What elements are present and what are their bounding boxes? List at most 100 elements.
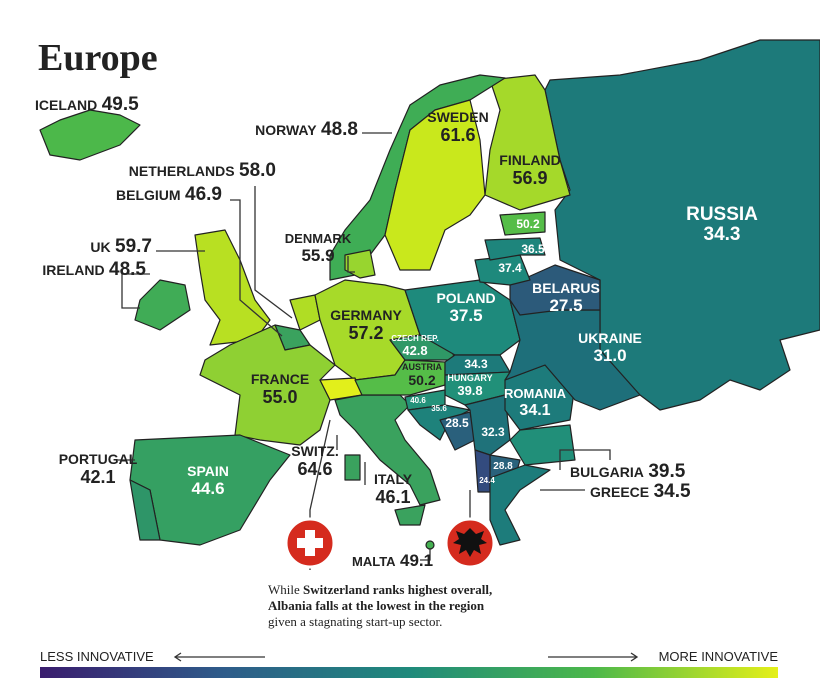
country: [499, 211, 546, 236]
country-name: PORTUGAL: [59, 451, 138, 467]
country: [344, 249, 376, 279]
country: [394, 504, 426, 526]
country-name: MALTA: [352, 554, 396, 569]
country-name: DENMARK: [285, 231, 352, 246]
country-name: SWEDEN: [427, 109, 488, 125]
annotation-bold: Switzerland ranks highest overall,: [303, 582, 492, 597]
country-value: 46.1: [375, 487, 410, 507]
country-value: 57.2: [348, 323, 383, 343]
country-name: SWITZ.: [291, 443, 338, 459]
annotation-bold: Albania falls at the lowest in the regio…: [268, 598, 485, 613]
leader-lines: [118, 132, 611, 570]
country-value: 64.6: [297, 459, 332, 479]
country-value: 28.5: [445, 416, 469, 430]
albania-eagle: [453, 528, 487, 557]
country-name: ITALY: [374, 471, 413, 487]
country-name: ROMANIA: [504, 386, 567, 401]
legend-gradient: [40, 667, 778, 678]
country: [344, 454, 361, 481]
country-name: CZECH REP.: [391, 334, 438, 343]
country-name: FINLAND: [499, 152, 560, 168]
annotation-lead: While: [268, 582, 300, 597]
country-value: 55.0: [262, 387, 297, 407]
legend-arrow: [548, 652, 639, 662]
country-value: 28.8: [493, 461, 513, 472]
country-value: 59.7: [115, 236, 152, 257]
title: Europe: [38, 37, 158, 79]
country-value: 37.5: [449, 306, 482, 325]
country-value: 34.3: [464, 357, 488, 371]
country: [425, 540, 435, 550]
country: [194, 229, 271, 346]
country: [404, 279, 521, 356]
country-name: BELARUS: [532, 280, 600, 296]
country-name: FRANCE: [251, 371, 309, 387]
country-value: 48.5: [109, 259, 146, 280]
country: [484, 74, 571, 211]
country: [544, 39, 820, 411]
country-value: 55.9: [301, 246, 334, 265]
country-value: 39.5: [648, 461, 685, 482]
country-value: 35.6: [431, 404, 447, 413]
country-value: 50.2: [408, 372, 435, 388]
country: [129, 479, 161, 541]
country-value: 46.9: [185, 184, 222, 205]
country-value: 27.5: [549, 296, 582, 315]
country: [489, 464, 551, 546]
country-value: 24.4: [479, 476, 495, 485]
country-value: 40.6: [410, 396, 426, 405]
country-value: 49.1: [400, 551, 433, 570]
annotation: While Switzerland ranks highest overall,: [268, 582, 492, 597]
country-value: 48.8: [321, 119, 358, 140]
annotation-tail: given a stagnating start-up sector.: [268, 614, 442, 629]
country-name: UK: [90, 239, 110, 255]
legend-more: MORE INNOVATIVE: [659, 649, 779, 664]
country-name: BULGARIA: [570, 464, 644, 480]
country-value: 49.5: [102, 94, 139, 115]
country-name: NORWAY: [255, 122, 317, 138]
country-value: 42.8: [402, 343, 427, 358]
country-label: NETHERLANDS 58.0: [129, 160, 276, 181]
country: [134, 279, 191, 331]
country-value: 56.9: [512, 168, 547, 188]
flags: [284, 517, 496, 569]
country-name: IRELAND: [42, 262, 104, 278]
country-value: 34.1: [519, 402, 550, 419]
country-label: ICELAND 49.5: [35, 94, 139, 115]
country-name: NETHERLANDS: [129, 163, 235, 179]
country-name: GREECE: [590, 484, 649, 500]
country-value: 58.0: [239, 160, 276, 181]
country-value: 34.3: [704, 224, 741, 245]
country-value: 44.6: [191, 479, 224, 498]
country: [509, 424, 576, 466]
country-value: 37.4: [498, 261, 522, 275]
country-name: POLAND: [436, 290, 495, 306]
country-name: BELGIUM: [116, 187, 181, 203]
country-label: UK 59.7: [90, 236, 152, 257]
legend-less: LESS INNOVATIVE: [40, 649, 154, 664]
country-value: 34.5: [654, 481, 691, 502]
country-name: SPAIN: [187, 463, 229, 479]
country-label: MALTA 49.1: [352, 551, 433, 570]
country: [384, 99, 486, 271]
country-name: HUNGARY: [447, 373, 492, 383]
country-label: IRELAND 48.5: [42, 259, 146, 280]
country-value: 36.5: [521, 242, 545, 256]
country: [334, 394, 441, 506]
country-name: ICELAND: [35, 97, 97, 113]
legend-arrow: [173, 652, 265, 662]
swiss-cross: [297, 530, 323, 556]
country-name: GERMANY: [330, 307, 402, 323]
country-name: UKRAINE: [578, 330, 642, 346]
country-value: 50.2: [516, 217, 540, 231]
country: [509, 264, 601, 316]
country-name: AUSTRIA: [402, 362, 442, 372]
country-value: 61.6: [440, 125, 475, 145]
country-value: 39.8: [457, 383, 482, 398]
country: [39, 109, 141, 161]
countries: [39, 39, 820, 550]
country-value: 42.1: [80, 467, 115, 487]
country: [199, 324, 336, 446]
country-name: RUSSIA: [686, 204, 758, 225]
